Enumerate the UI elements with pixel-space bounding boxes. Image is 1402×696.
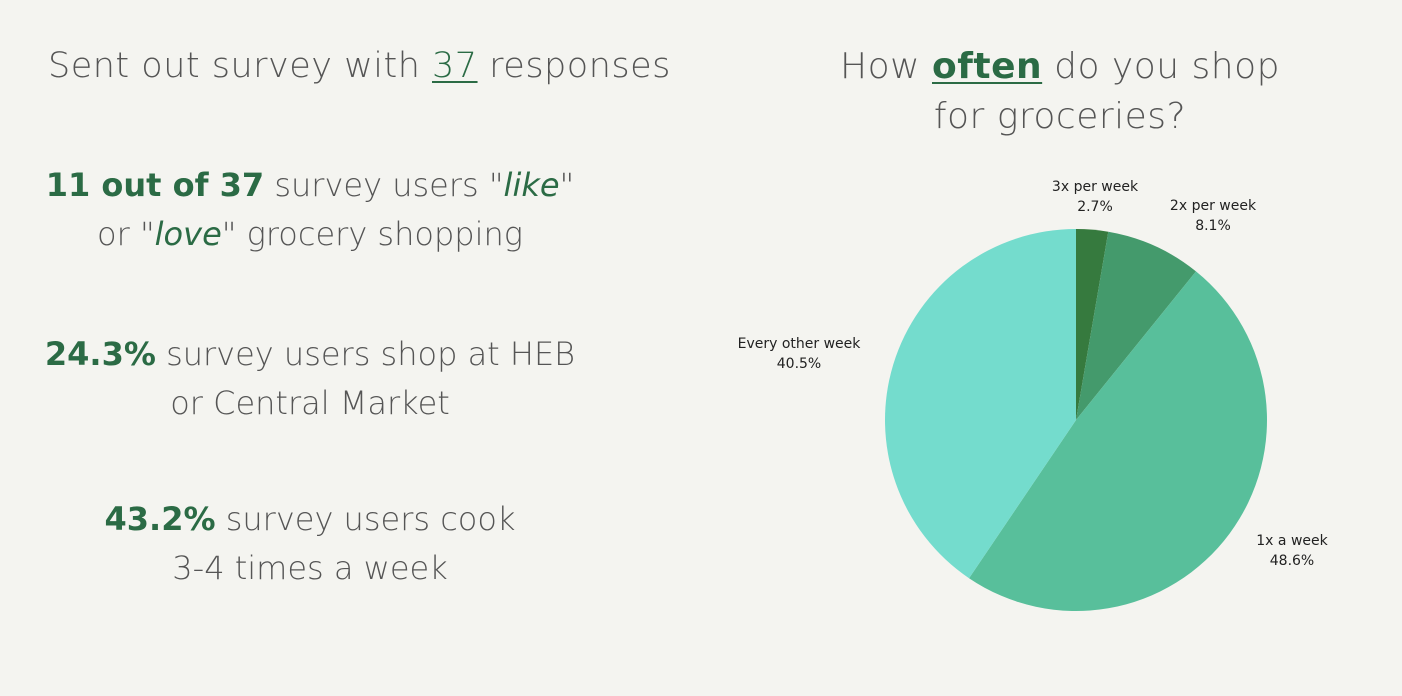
headline-suffix: responses (477, 46, 671, 86)
survey-headline: Sent out survey with 37 responses (48, 46, 671, 86)
slice-percent-label: 48.6% (1270, 553, 1314, 569)
stat-value: 24.3% (44, 335, 156, 373)
stat-keyword-like: like (503, 166, 560, 204)
slice-percent-label: 8.1% (1195, 218, 1231, 234)
stat-grocery-enjoyment: 11 out of 37 survey users "like" or "lov… (0, 161, 620, 259)
response-count: 37 (432, 46, 478, 86)
stat-text: or Central Market (170, 384, 450, 422)
stat-store-preference: 24.3% survey users shop at HEB or Centra… (0, 330, 620, 428)
stat-text: survey users " (264, 166, 504, 204)
chart-title-keyword: often (932, 46, 1043, 87)
stat-text: 3-4 times a week (172, 549, 448, 587)
headline-text: Sent out survey with (48, 46, 432, 86)
stat-value: 43.2% (104, 500, 216, 538)
pie-slice-every-other-week (884, 229, 1076, 579)
chart-title-text: do you shop (1042, 46, 1280, 87)
stat-value: 11 out of 37 (45, 166, 265, 204)
stat-text: survey users cook (215, 500, 516, 538)
slice-label: Every other week (738, 336, 862, 352)
chart-title-line2: for groceries? (933, 96, 1187, 137)
stat-text: " grocery shopping (221, 215, 523, 253)
slice-label: 2x per week (1170, 198, 1257, 214)
pie-slice-2x-per-week (1076, 231, 1196, 420)
stat-text: or " (97, 215, 155, 253)
summary-panel: Sent out survey with 37 responses 11 out… (0, 0, 671, 696)
stat-text: " (559, 166, 575, 204)
stat-cooking-frequency: 43.2% survey users cook 3-4 times a week (0, 495, 620, 593)
chart-title: How often do you shop for groceries? (800, 42, 1320, 142)
chart-title-text: How (840, 46, 932, 87)
slice-percent-label: 2.7% (1077, 199, 1113, 215)
pie-slice-1x-a-week (969, 271, 1268, 612)
pie-slice-3x-per-week (1076, 229, 1109, 420)
slice-label: 3x per week (1052, 179, 1139, 195)
slice-percent-label: 40.5% (777, 356, 821, 372)
stat-text: survey users shop at HEB (155, 335, 576, 373)
slice-label: 1x a week (1256, 533, 1328, 549)
stat-keyword-love: love (154, 215, 222, 253)
